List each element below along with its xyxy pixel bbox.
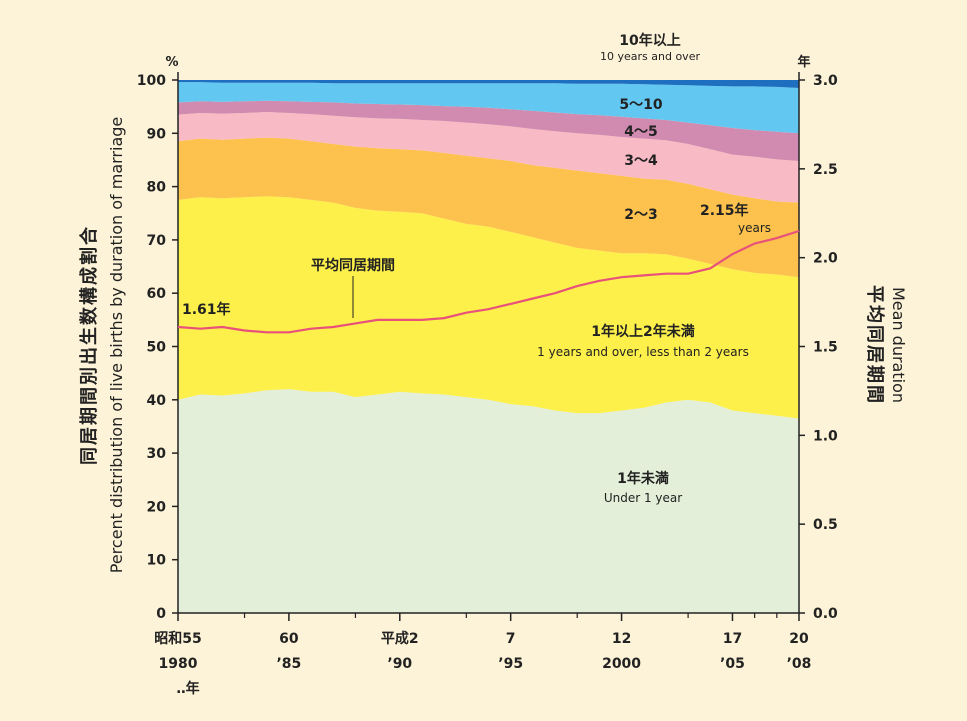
label-two-three: 2〜3 xyxy=(624,207,657,223)
x-tick-label-bottom: ’08 xyxy=(787,656,812,672)
axes-group: 0 10 20 30 40 50 60 70 80 90 100 0.0 0.5 1.0 1.5 2.0 2.5… xyxy=(137,72,838,672)
mean-duration-line xyxy=(177,229,800,334)
x-tick-label-top: 平成2 xyxy=(381,630,419,647)
mean-duration-label: 平均同居期間 xyxy=(311,257,395,274)
label-one-two-en: 1 years and over, less than 2 years xyxy=(537,345,749,359)
x-tick-label-bottom: ’05 xyxy=(720,656,745,672)
x-tick-label-top: 12 xyxy=(612,631,631,647)
y-left-tick-label: 10 xyxy=(147,553,167,569)
x-tick-label-top: 17 xyxy=(723,631,742,647)
area-series-group xyxy=(178,80,799,613)
y-left-tick-label: 20 xyxy=(147,499,167,515)
x-tick-label-top: 60 xyxy=(279,631,299,647)
y-right-tick-label: 0.5 xyxy=(813,517,838,533)
label-one-two-jp: 1年以上2年未満 xyxy=(591,323,694,340)
y-left-tick-label: 0 xyxy=(156,606,166,622)
y-right-tick-label: 1.5 xyxy=(813,340,838,356)
x-tick-label-top: 昭和55 xyxy=(154,631,201,647)
label-five-ten: 5〜10 xyxy=(619,97,662,113)
x-tick-label-bottom: ’90 xyxy=(387,656,412,672)
label-under-one-jp: 1年未満 xyxy=(617,470,669,487)
x-tick-label-top: 20 xyxy=(789,631,809,647)
y-right-tick-label: 2.0 xyxy=(813,251,838,267)
y-right-title-jp: 平均同居期間 xyxy=(864,285,886,405)
y-left-title-jp: 同居期間別出生数構成割合 xyxy=(78,225,100,465)
y-left-tick-label: 100 xyxy=(137,73,166,89)
y-right-tick-label: 2.5 xyxy=(813,162,838,178)
y-right-unit: 年 xyxy=(797,54,810,70)
area-series-1 xyxy=(178,196,799,419)
y-left-tick-label: 70 xyxy=(147,233,167,249)
y-left-tick-label: 40 xyxy=(147,393,167,409)
area-series-6 xyxy=(178,80,799,88)
area-series-2 xyxy=(178,137,799,278)
mean-start-label: 1.61年 xyxy=(182,301,231,318)
label-under-one-en: Under 1 year xyxy=(604,491,682,505)
y-right-tick-label: 3.0 xyxy=(813,73,838,89)
label-three-four: 3〜4 xyxy=(624,153,658,169)
x-tick-label-top: 7 xyxy=(506,631,516,647)
y-right-tick-label: 1.0 xyxy=(813,428,838,444)
y-right-tick-label: 0.0 xyxy=(813,606,838,622)
y-left-unit: % xyxy=(165,55,178,70)
x-tick-label-bottom: ’85 xyxy=(276,656,301,672)
area-series-0 xyxy=(178,389,799,613)
y-left-tick-label: 80 xyxy=(147,180,167,196)
x-tick-label-bottom: 2000 xyxy=(602,656,641,672)
y-left-tick-label: 30 xyxy=(147,446,167,462)
y-left-title-en: Percent distribution of live births by d… xyxy=(107,117,126,574)
y-left-tick-label: 60 xyxy=(147,286,167,302)
mean-end-label-en: years xyxy=(738,221,771,235)
y-left-tick-label: 90 xyxy=(147,126,167,142)
x-unit-label: ‥年 xyxy=(176,680,199,697)
mean-end-label: 2.15年 xyxy=(700,202,749,219)
area-series-5 xyxy=(178,82,799,134)
y-right-title-en: Mean duration xyxy=(889,287,908,403)
area-series-4 xyxy=(178,100,799,161)
label-four-five: 4〜5 xyxy=(624,124,657,140)
label-ten-plus-en: 10 years and over xyxy=(600,50,700,63)
x-tick-label-bottom: 1980 xyxy=(159,656,198,672)
x-tick-label-bottom: ’95 xyxy=(498,656,523,672)
area-series-3 xyxy=(178,112,799,203)
mean-duration-group xyxy=(177,229,800,334)
y-left-tick-label: 50 xyxy=(147,340,167,356)
label-ten-plus-jp: 10年以上 xyxy=(619,32,680,49)
